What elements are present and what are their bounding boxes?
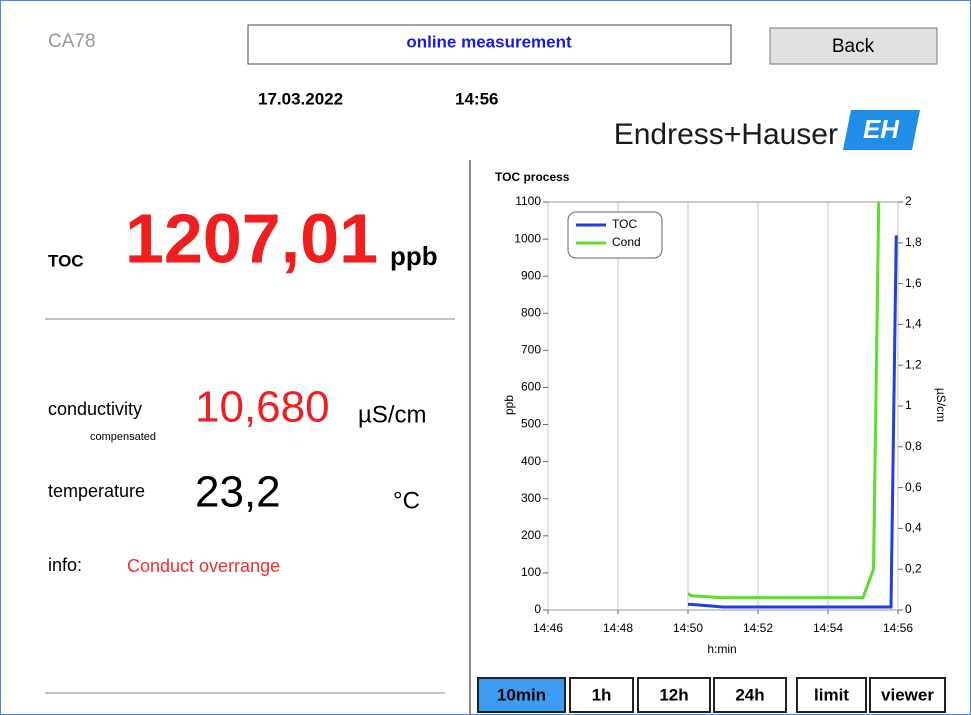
button-bar: 10min 1h 12h 24h limit viewer — [477, 677, 946, 713]
screen-title: online measurement — [406, 32, 572, 51]
range-button-label[interactable]: 24h — [735, 685, 764, 704]
y-tick-label: 400 — [521, 454, 541, 468]
legend-label: Cond — [612, 235, 641, 249]
brand: Endress+Hauser — [614, 118, 838, 151]
x-tick-label: 14:50 — [673, 621, 703, 635]
back-button[interactable] — [769, 27, 938, 65]
range-button[interactable] — [569, 677, 634, 713]
temp-label: temperature — [48, 481, 145, 501]
range-button[interactable] — [713, 677, 787, 713]
y2-tick-label: 1,2 — [905, 357, 922, 371]
y-tick-label: 1100 — [515, 194, 541, 208]
y2-tick-label: 0,2 — [905, 561, 922, 575]
y-tick-label: 0 — [534, 602, 541, 616]
y2-tick-label: 0 — [905, 602, 912, 616]
y-axis-label: ppb — [502, 395, 516, 415]
y2-tick-label: 0,8 — [905, 439, 922, 453]
range-button[interactable] — [637, 677, 711, 713]
y-tick-label: 1000 — [514, 231, 541, 245]
x-tick-label: 14:52 — [743, 621, 773, 635]
y2-tick-label: 1,8 — [905, 235, 922, 249]
y-tick-label: 800 — [521, 305, 541, 319]
toc-value: 1207,01 — [125, 199, 378, 277]
y2-axis-label: µS/cm — [934, 388, 948, 422]
cond-sublabel: compensated — [90, 431, 156, 443]
x-axis-label: h:min — [707, 642, 736, 656]
back-label[interactable]: Back — [832, 36, 875, 57]
temp-value: 23,2 — [195, 468, 281, 517]
series-line — [688, 235, 898, 609]
range-button[interactable] — [869, 677, 946, 713]
chart: TOC process h:min ppb µS/cm 14:46 14:48 14… — [495, 170, 948, 656]
device-name: CA78 — [48, 31, 96, 52]
range-button-label[interactable]: 1h — [592, 685, 612, 704]
title-box — [247, 24, 732, 65]
range-button-label[interactable]: viewer — [881, 685, 934, 704]
toc-label: TOC — [48, 251, 84, 270]
x-tick-label: 14:54 — [813, 621, 843, 635]
y-tick-label: 200 — [521, 528, 541, 542]
series-line — [687, 201, 881, 600]
chart-title: TOC process — [495, 170, 570, 184]
cond-label: conductivity — [48, 399, 142, 419]
y-tick-label: 700 — [521, 343, 541, 357]
range-button-label[interactable]: 10min — [497, 685, 546, 704]
y-tick-label: 100 — [521, 565, 541, 579]
x-tick-label: 14:48 — [603, 621, 633, 635]
range-button[interactable] — [796, 677, 867, 713]
range-button-label[interactable]: limit — [814, 685, 849, 704]
info-value: Conduct overrange — [127, 556, 280, 576]
time: 14:56 — [455, 89, 498, 108]
range-button-label[interactable]: 12h — [659, 685, 688, 704]
y2-tick-label: 1,4 — [905, 317, 922, 331]
legend-label: TOC — [612, 217, 637, 231]
y2-tick-label: 1,6 — [905, 276, 922, 290]
cond-unit: µS/cm — [358, 401, 427, 428]
y-tick-label: 900 — [521, 268, 541, 282]
cond-value: 10,680 — [195, 383, 330, 432]
y-tick-label: 500 — [521, 417, 541, 431]
x-tick-label: 14:56 — [883, 621, 913, 635]
y2-tick-label: 2 — [905, 194, 912, 208]
y2-tick-label: 1 — [905, 398, 912, 412]
toc-unit: ppb — [390, 241, 438, 271]
temp-unit: °C — [393, 487, 420, 514]
date: 17.03.2022 — [258, 89, 343, 108]
y-tick-label: 600 — [521, 380, 541, 394]
range-button[interactable] — [477, 677, 566, 713]
x-tick-label: 14:46 — [533, 621, 563, 635]
plot-area — [547, 201, 899, 611]
logo — [843, 110, 920, 150]
y2-tick-label: 0,4 — [905, 521, 922, 535]
logo-text: EH — [863, 114, 900, 144]
info-label: info: — [48, 555, 82, 575]
y2-tick-label: 0,6 — [905, 480, 922, 494]
y-tick-label: 300 — [521, 491, 541, 505]
